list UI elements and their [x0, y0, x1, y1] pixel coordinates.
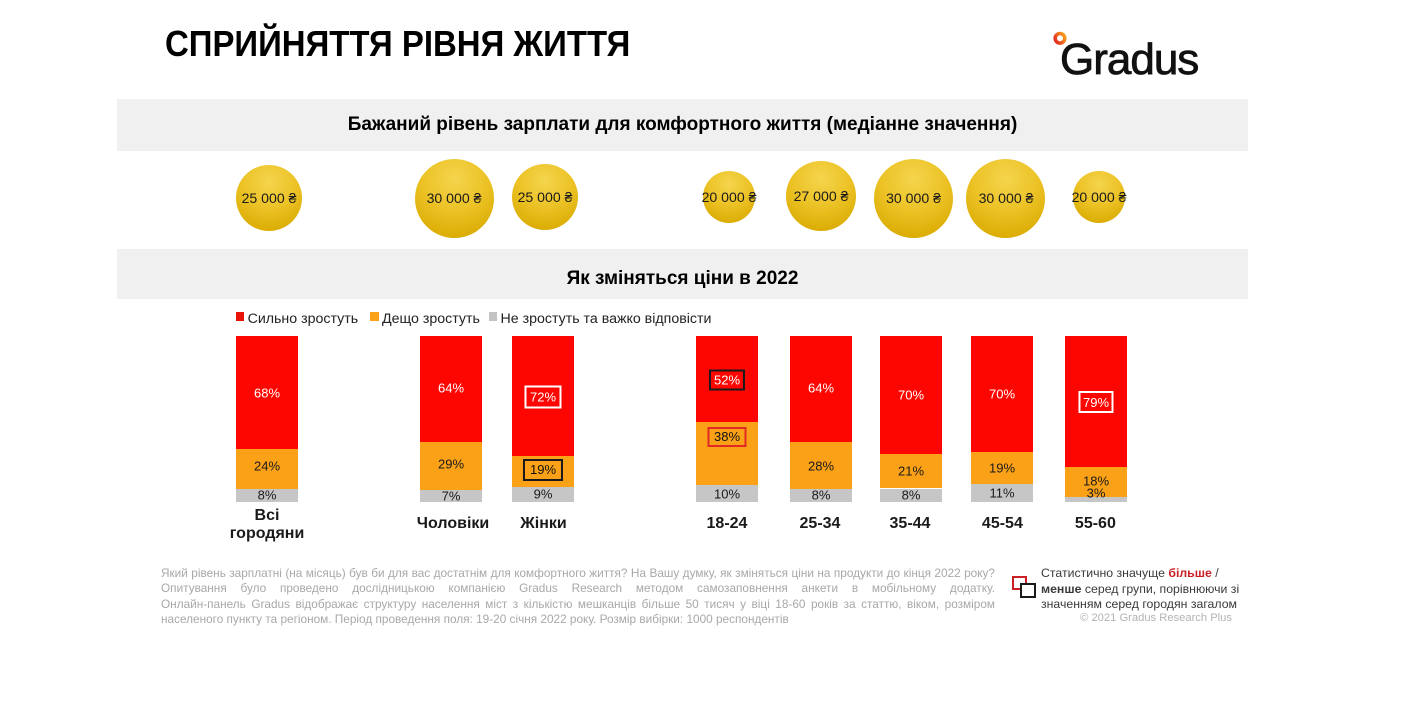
svg-text:Gradus: Gradus	[1060, 35, 1198, 80]
